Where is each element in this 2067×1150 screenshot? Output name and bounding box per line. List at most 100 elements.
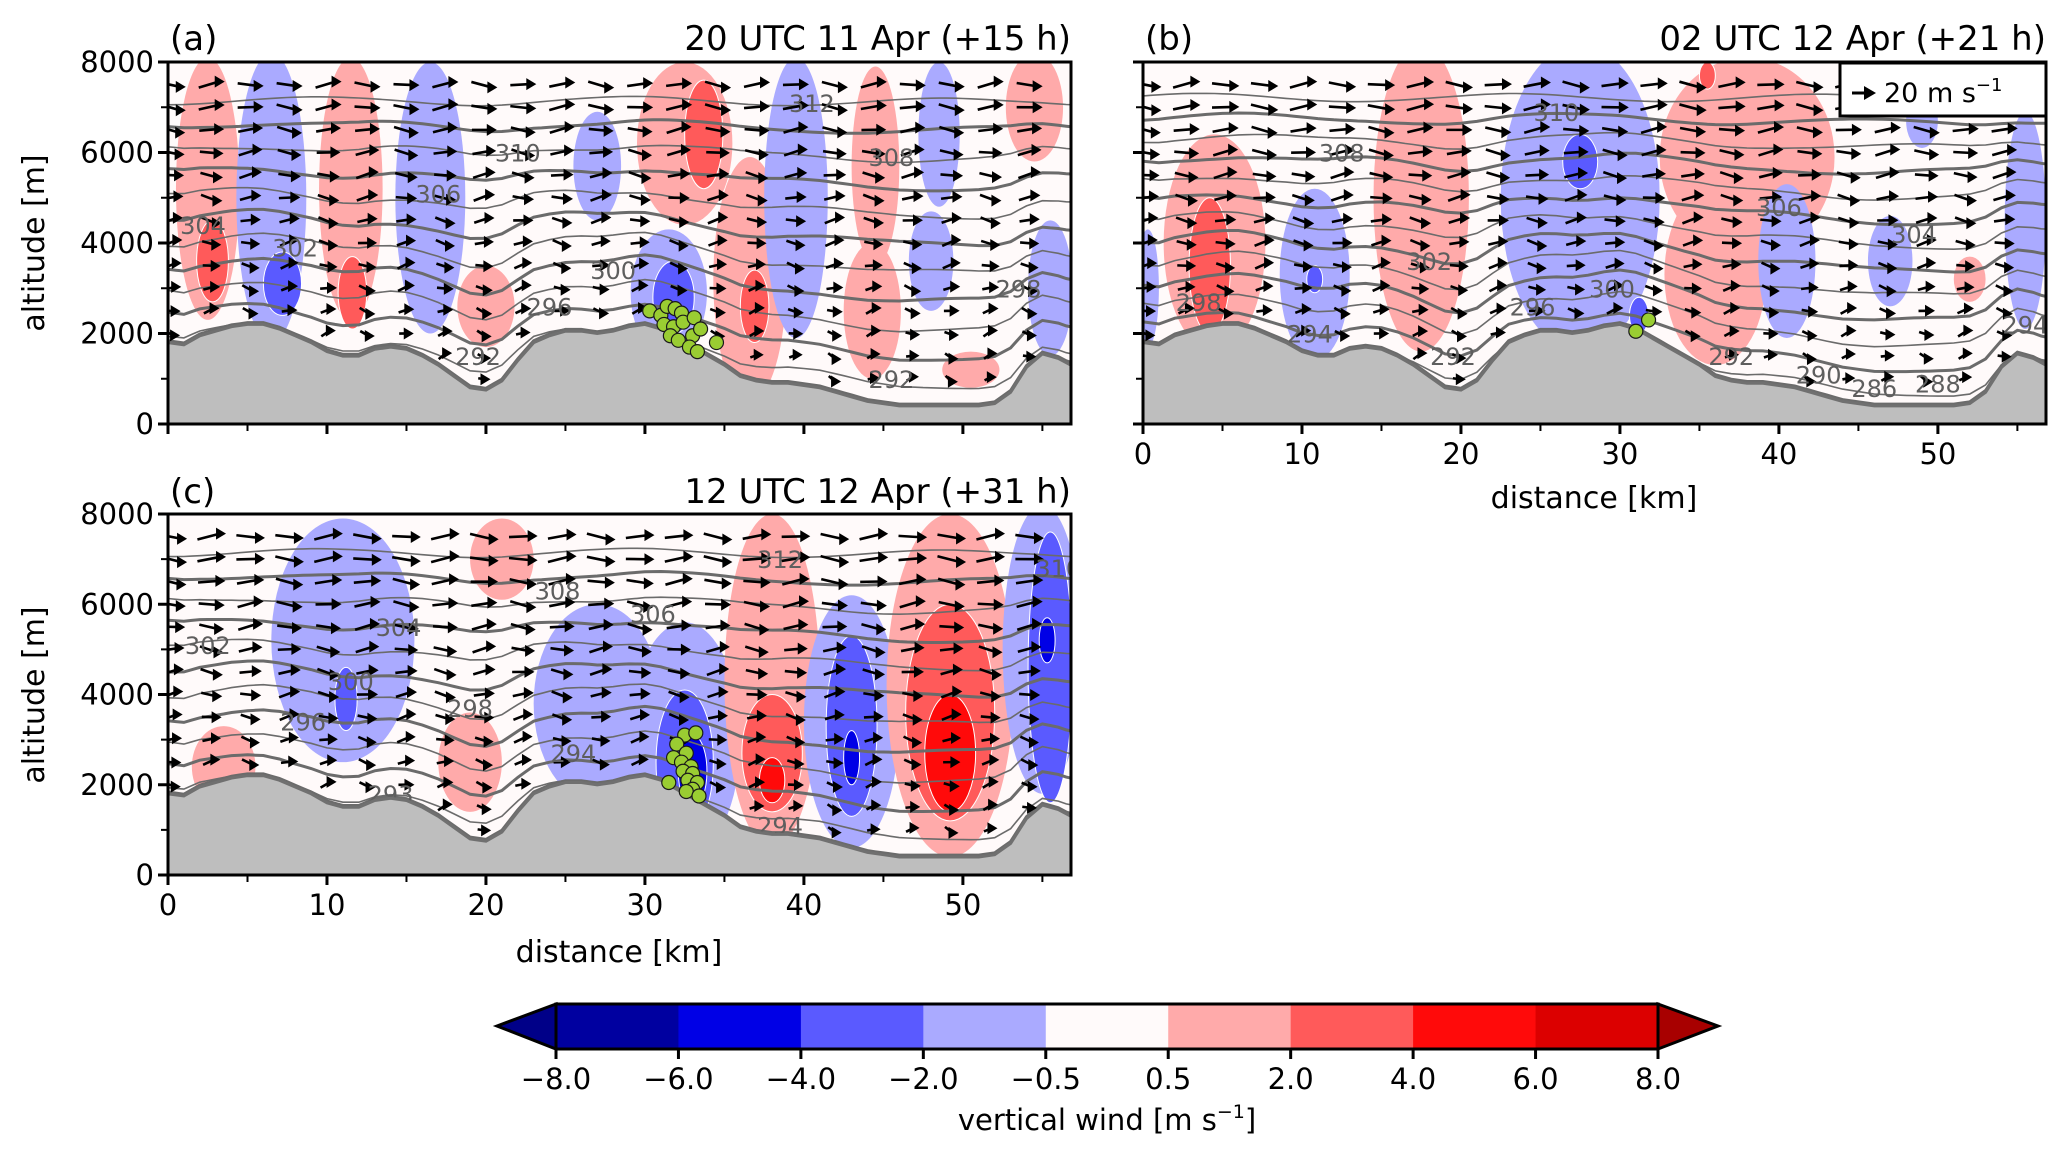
wind-arrow: [472, 663, 496, 676]
wind-arrow-head: [873, 238, 884, 251]
colorbar-tick-label: −8.0: [521, 1062, 591, 1096]
wind-arrow-head: [1150, 126, 1161, 139]
wind-arrow-head: [755, 753, 766, 766]
wind-arrow-head: [443, 282, 454, 295]
wind-arrow-head: [288, 731, 299, 744]
wind-arrow-head: [1030, 189, 1041, 202]
wind-arrow: [1718, 76, 1746, 89]
wind-arrow: [317, 216, 339, 230]
wind-arrow: [1291, 193, 1315, 207]
wind-arrow-head: [1031, 143, 1042, 156]
wind-arrow-head: [1030, 664, 1041, 677]
wind-arrow-head: [1268, 80, 1279, 93]
wind-arrow-head: [1028, 759, 1039, 772]
wind-arrow: [1407, 121, 1434, 134]
wind-arrow: [939, 621, 965, 634]
wind-arrow-head: [449, 573, 460, 586]
wind-arrow: [821, 599, 848, 612]
wind-arrow: [1721, 216, 1743, 229]
wind-arrow-head: [1228, 143, 1239, 156]
wind-arrow: [859, 551, 889, 564]
wind-arrow-head: [871, 775, 882, 788]
updraft-region: [851, 66, 900, 266]
wind-arrow: [354, 595, 381, 608]
wind-arrow: [705, 125, 731, 138]
wind-arrow: [1604, 215, 1626, 228]
wind-arrow: [1018, 189, 1041, 202]
wind-arrow-head: [1810, 211, 1821, 224]
theta-contour: [168, 683, 1071, 724]
wind-arrow: [1798, 211, 1821, 225]
wind-arrow: [1411, 282, 1430, 295]
wind-arrow-head: [644, 529, 655, 542]
wind-arrow: [784, 666, 808, 679]
wind-arrow-head: [995, 527, 1006, 540]
wind-arrow: [315, 122, 341, 135]
wind-arrow-head: [990, 239, 1001, 252]
wind-arrow-head: [1850, 194, 1861, 207]
wind-arrow: [708, 258, 728, 271]
wind-arrow: [1565, 211, 1587, 225]
contour-label: 302: [272, 235, 318, 263]
wind-arrow: [1643, 239, 1665, 252]
wind-arrow-head: [1382, 213, 1393, 226]
wind-arrow: [399, 327, 414, 340]
wind-arrow: [586, 532, 616, 546]
wind-arrow: [1488, 279, 1508, 293]
wind-arrow-head: [952, 685, 963, 698]
wind-arrow: [476, 329, 492, 343]
wind-arrow-head: [370, 101, 381, 114]
wind-arrow: [1015, 532, 1044, 545]
wind-arrow: [471, 102, 498, 115]
wind-arrow: [1681, 167, 1705, 180]
wind-arrow-head: [328, 712, 339, 725]
wind-arrow: [1017, 122, 1043, 135]
wind-arrow-head: [1657, 120, 1668, 133]
wind-arrow: [783, 618, 809, 631]
wind-arrow: [473, 188, 496, 202]
wind-arrow: [436, 261, 455, 274]
wind-arrow: [432, 597, 459, 610]
wind-arrow-head: [173, 663, 184, 676]
wind-arrow-head: [831, 375, 842, 388]
wind-arrow-head: [679, 714, 690, 727]
wind-arrow-head: [566, 550, 577, 563]
wind-arrow: [629, 708, 651, 721]
wind-arrow-head: [600, 259, 611, 272]
wind-arrow-head: [1696, 81, 1707, 94]
wind-arrow: [782, 595, 810, 609]
updraft-region: [1698, 62, 1716, 90]
colorbar-cell: [678, 1004, 802, 1049]
colorbar-cell: [923, 1004, 1047, 1049]
wind-arrow-head: [754, 799, 765, 812]
wind-arrow-head: [446, 668, 457, 681]
wind-arrow-head: [601, 710, 612, 723]
wind-arrow-head: [1346, 80, 1357, 93]
wind-arrow-head: [293, 531, 304, 544]
colorbar-cell: [800, 1004, 924, 1049]
wind-arrow: [783, 121, 809, 134]
wind-arrow-head: [1774, 99, 1785, 112]
wind-arrow-head: [409, 601, 420, 614]
wind-arrow-head: [643, 577, 654, 590]
wind-arrow-head: [599, 283, 610, 296]
wind-arrow-head: [332, 527, 343, 540]
wind-arrow-head: [408, 149, 419, 162]
wind-arrow: [1143, 104, 1162, 117]
wind-arrow-head: [832, 781, 843, 794]
wind-arrow: [707, 211, 729, 225]
wind-arrow: [470, 575, 499, 588]
wind-arrow-head: [1967, 171, 1978, 184]
wind-arrow: [864, 753, 883, 767]
colorbar-over-triangle: [1656, 1001, 1723, 1052]
wind-arrow: [1682, 234, 1704, 247]
wind-arrow-head: [448, 75, 459, 88]
wind-arrow-head: [1654, 216, 1665, 229]
wind-arrow-head: [1807, 329, 1818, 342]
wind-arrow-head: [800, 530, 811, 543]
observation-dot: [688, 725, 704, 741]
contour-label: 300: [590, 257, 636, 285]
wind-arrow-head: [800, 551, 811, 564]
wind-arrow-head: [1418, 325, 1429, 338]
